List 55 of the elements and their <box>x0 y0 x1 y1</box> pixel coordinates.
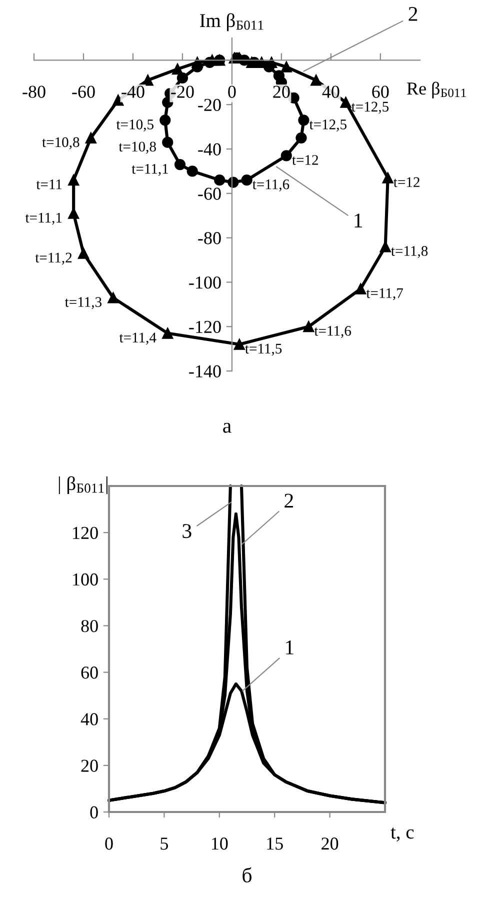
y-tick-label: 80 <box>81 620 98 632</box>
annotation: t=11,3 <box>64 297 102 310</box>
annotation: t=10,5 <box>116 120 154 132</box>
annotation: 1 <box>286 640 294 654</box>
annotation: 3 <box>182 524 192 538</box>
x-axis-title: Re β$_{Б011}$ <box>407 82 466 98</box>
y-tick-label: 60 <box>81 666 98 679</box>
annotation: t=11,5 <box>245 344 282 356</box>
annotation: t=10,8 <box>42 137 80 150</box>
annotation: t=11,1 <box>132 164 168 176</box>
x-tick-label: -20 <box>171 86 194 98</box>
annotation: t=12 <box>292 155 318 165</box>
annotation: t=11,6 <box>314 326 352 338</box>
x-tick-label: 0 <box>105 838 113 850</box>
annotation: t=11 <box>36 180 62 190</box>
text: б <box>242 867 252 882</box>
y-tick-label: -80 <box>198 232 221 244</box>
x-tick-label: 20 <box>322 838 338 850</box>
x-tick-label: 15 <box>267 838 283 850</box>
x-tick-label: -80 <box>22 86 46 98</box>
annotation: 2 <box>284 494 293 508</box>
x-tick-label: 40 <box>322 86 340 98</box>
annotation: t=11,7 <box>366 288 403 300</box>
x-axis-title: t, c <box>390 828 414 842</box>
annotation: t=11,2 <box>35 252 72 265</box>
annotation: 2 <box>408 6 418 21</box>
y-tick-label: -20 <box>198 98 221 112</box>
y-tick-label: 120 <box>73 526 98 540</box>
x-tick-label: -40 <box>122 86 144 98</box>
y-tick-label: -140 <box>189 365 221 378</box>
annotation: t=11,8 <box>391 246 428 258</box>
x-tick-label: 0 <box>228 86 236 98</box>
y-tick-label: -40 <box>198 143 221 156</box>
x-tick-label: 20 <box>273 86 290 98</box>
y-tick-label: -100 <box>189 276 221 289</box>
y-tick-label: -120 <box>189 320 221 334</box>
y-axis-title: Im β$_{Б011}$ <box>200 13 264 32</box>
y-axis-title: | β$_{Б011}$| <box>58 476 108 494</box>
y-tick-label: 40 <box>80 713 98 726</box>
x-tick-label: 5 <box>160 838 168 850</box>
x-tick-label: 60 <box>372 86 389 98</box>
annotation: t=10,8 <box>118 142 156 154</box>
y-tick-label: 20 <box>81 760 98 772</box>
annotation: t=12 <box>394 177 420 188</box>
y-tick-label: 0 <box>90 806 98 818</box>
annotation: t=12,5 <box>351 102 389 114</box>
annotation: 1 <box>354 214 362 228</box>
y-tick-label: 100 <box>73 573 98 586</box>
annotation: t=11,4 <box>119 332 156 345</box>
text: а <box>223 422 232 433</box>
annotation: t=11,6 <box>252 179 290 192</box>
x-tick-label: 10 <box>212 838 228 850</box>
annotation: t=12,5 <box>309 120 346 132</box>
annotation: t=11,1 <box>25 212 62 225</box>
y-tick-label: -60 <box>198 188 221 200</box>
